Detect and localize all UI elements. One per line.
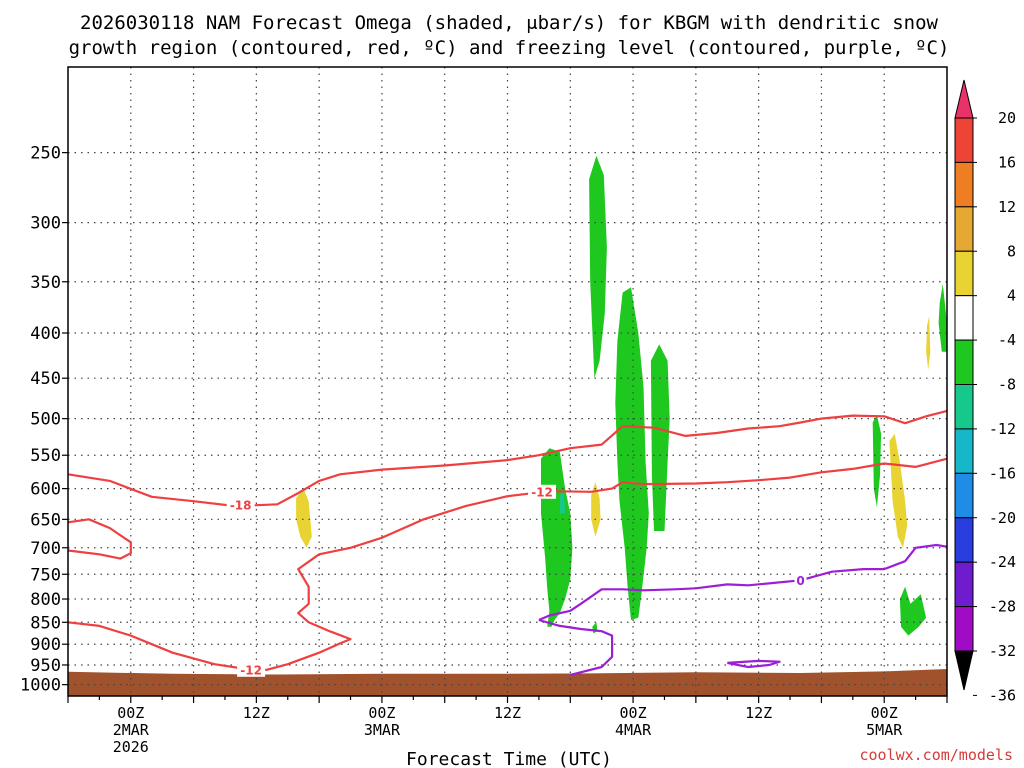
colorbar-bottom-triangle	[954, 650, 974, 691]
x-tick-label-30-0: 00Z	[368, 704, 395, 722]
colorbar-box-9	[954, 517, 974, 563]
omega-region-12	[559, 491, 566, 514]
y-tick-label-950: 950	[30, 656, 61, 676]
colorbar-box-7	[954, 428, 974, 474]
x-tick-label-6-2: 2026	[113, 738, 149, 756]
omega-region-9	[591, 482, 601, 537]
title-line-2: growth region (contoured, red, ºC) and f…	[69, 37, 950, 59]
y-tick-label-300: 300	[30, 214, 61, 234]
colorbar-label-7: -12	[989, 420, 1016, 438]
colorbar-label-4: 4	[1007, 287, 1016, 305]
omega-region-5	[872, 414, 882, 508]
colorbar-label-8: -16	[989, 464, 1016, 482]
y-axis: 2503003504004505005506006507007508008509…	[20, 144, 68, 696]
omega-region-3	[541, 448, 573, 627]
omega-region-0	[589, 155, 607, 379]
contour-0-5	[727, 659, 781, 669]
contour-label-0: -18	[230, 498, 252, 512]
colorbar-label-2: 12	[998, 198, 1016, 216]
colorbar-label-5: -4	[998, 331, 1016, 349]
colorbar-box-3	[954, 250, 974, 297]
plot-frame	[67, 66, 948, 697]
x-tick-label-30-1: 3MAR	[364, 721, 401, 739]
x-tick-label-78-1: 5MAR	[866, 721, 903, 739]
y-tick-label-450: 450	[30, 369, 61, 389]
colorbar-label-3: 8	[1007, 242, 1016, 260]
contour--18-0	[67, 409, 948, 508]
contour-label-bg-0	[226, 497, 255, 512]
x-tick-label-54-1: 4MAR	[615, 721, 652, 739]
omega-region-2	[650, 344, 670, 531]
plot-border	[67, 66, 948, 697]
contour-label-bg-1	[528, 484, 557, 499]
colorbar-box-11	[954, 606, 974, 652]
contour--12-1	[67, 457, 948, 671]
y-tick-label-250: 250	[30, 144, 61, 164]
colorbar: 20 16 12 8 4 -4 -8 -12 -16 -20 -24 -28 -32 -36	[954, 79, 1016, 704]
colorbar-box-2	[954, 206, 974, 252]
x-tick-label-6-1: 2MAR	[113, 721, 150, 739]
x-tick-label-6-0: 00Z	[117, 704, 144, 722]
y-tick-label-1000: 1000	[20, 676, 61, 696]
y-tick-label-650: 650	[30, 510, 61, 530]
y-tick-label-600: 600	[30, 480, 61, 500]
colorbar-box-8	[954, 472, 974, 519]
omega-region-10	[889, 433, 908, 548]
x-axis-label: Forecast Time (UTC)	[406, 749, 612, 768]
x-tick-label-18-0: 12Z	[243, 704, 270, 722]
colorbar-box-0	[954, 117, 974, 163]
y-tick-label-850: 850	[30, 613, 61, 633]
omega-region-1	[615, 287, 649, 620]
contour-lines: -18 -12 -12 0	[67, 409, 948, 677]
y-tick-label-900: 900	[30, 635, 61, 655]
colorbar-label-0: 20	[998, 109, 1016, 127]
colorbar-label-9: -20	[989, 509, 1016, 527]
colorbar-label-1: 16	[998, 153, 1016, 171]
y-tick-label-500: 500	[30, 410, 61, 430]
title-line-1: 2026030118 NAM Forecast Omega (shaded, μ…	[80, 12, 938, 34]
omega-region-8	[296, 488, 312, 548]
colorbar-box-4	[954, 295, 974, 341]
colorbar-box-1	[954, 161, 974, 208]
colorbar-label-11: -28	[989, 598, 1016, 616]
contour-0-4	[538, 618, 614, 676]
y-tick-label-700: 700	[30, 539, 61, 559]
x-tick-label-78-0: 00Z	[871, 704, 898, 722]
colorbar-label-12: -32	[989, 642, 1016, 660]
colorbar-box-6	[954, 384, 974, 430]
y-tick-label-800: 800	[30, 590, 61, 610]
y-tick-label-750: 750	[30, 565, 61, 585]
contour-label-bg-3	[794, 573, 807, 588]
y-tick-label-350: 350	[30, 273, 61, 293]
chart-title: 2026030118 NAM Forecast Omega (shaded, μ…	[69, 12, 950, 59]
omega-region-11	[926, 316, 931, 370]
x-tick-label-54-0: 00Z	[620, 704, 647, 722]
colorbar-box-5	[954, 339, 974, 386]
contour-0-3	[538, 543, 948, 622]
contour-label-2: -12	[240, 663, 262, 677]
x-tick-label-66-0: 12Z	[745, 704, 772, 722]
y-tick-label-400: 400	[30, 324, 61, 344]
omega-region-7	[899, 586, 927, 636]
colorbar-label-10: -24	[989, 553, 1016, 571]
colorbar-top-triangle	[954, 79, 974, 119]
contour-label-bg-2	[237, 662, 266, 677]
watermark: coolwx.com/models	[859, 746, 1013, 764]
contour-label-3: 0	[796, 574, 804, 588]
x-tick-label-42-0: 12Z	[494, 704, 521, 722]
contour--12-2	[67, 518, 132, 560]
contour-label-1: -12	[531, 485, 553, 499]
colorbar-box-10	[954, 561, 974, 608]
terrain-ground	[68, 669, 947, 696]
colorbar-label-13: -36	[989, 686, 1016, 704]
omega-region-6	[938, 284, 947, 352]
y-tick-label-550: 550	[30, 446, 61, 466]
colorbar-label-6: -8	[998, 376, 1016, 394]
gridlines	[68, 67, 947, 696]
